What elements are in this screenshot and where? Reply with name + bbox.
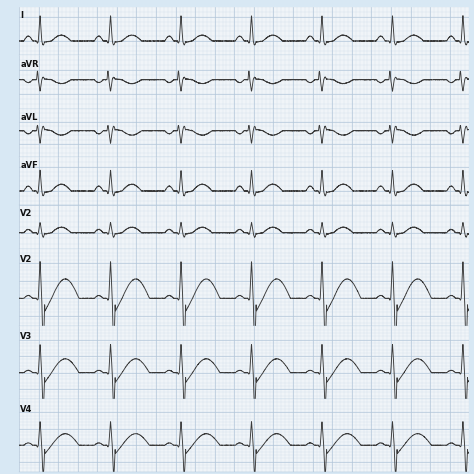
Text: V3: V3 — [20, 332, 33, 341]
Text: V2: V2 — [20, 255, 33, 264]
Text: V2: V2 — [20, 209, 33, 218]
Text: aVL: aVL — [20, 113, 38, 122]
Text: aVF: aVF — [20, 161, 38, 170]
Text: I: I — [20, 11, 23, 20]
Text: aVR: aVR — [20, 60, 39, 69]
Text: V4: V4 — [20, 405, 33, 414]
